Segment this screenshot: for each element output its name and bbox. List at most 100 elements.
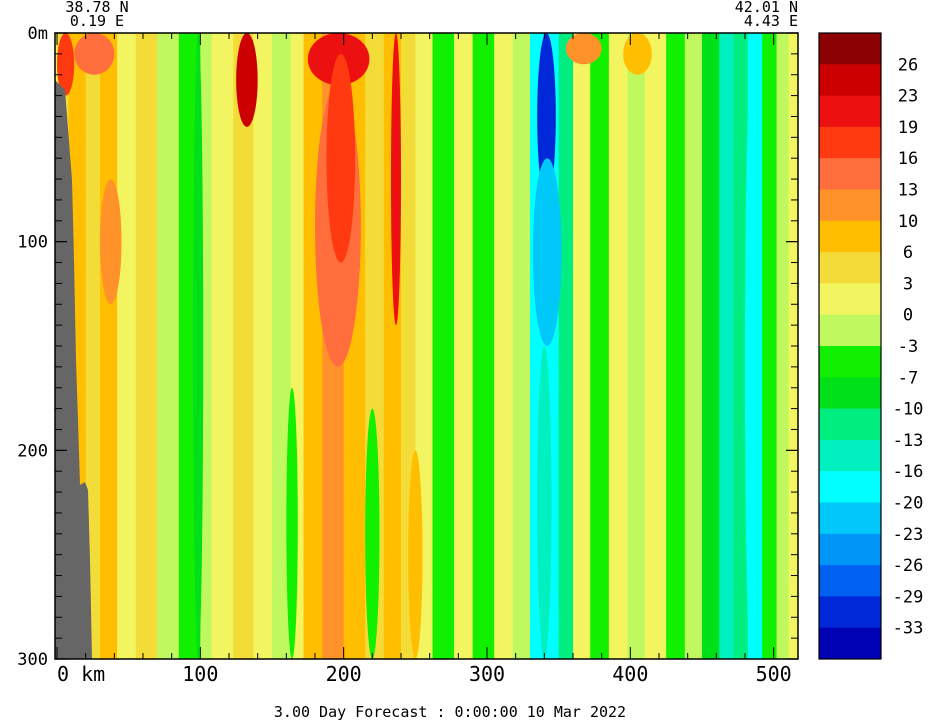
colorbar-swatch — [819, 471, 881, 503]
heatmap-band — [733, 33, 749, 659]
heatmap-feature — [390, 33, 401, 326]
x-tick-label: 100 — [182, 662, 218, 686]
heatmap-band — [573, 33, 591, 659]
colorbar-label: 19 — [898, 118, 918, 138]
heatmap-band — [494, 33, 514, 659]
land-mask — [55, 80, 92, 659]
heatmap-feature — [286, 387, 298, 659]
heatmap-feature — [532, 158, 562, 346]
heatmap-feature — [365, 408, 380, 659]
heatmap-feature — [57, 33, 75, 96]
heatmap-band — [303, 33, 323, 659]
colorbar-label: -10 — [893, 400, 924, 420]
forecast-footer: 3.00 Day Forecast : 0:00:00 10 Mar 2022 — [274, 703, 626, 721]
heatmap-feature — [565, 33, 602, 65]
heatmap-feature — [745, 74, 757, 659]
heatmap-band — [211, 33, 234, 659]
colorbar-swatch — [819, 189, 881, 222]
colorbar-swatch — [819, 220, 881, 253]
colorbar-label: -16 — [893, 462, 924, 482]
heatmap-band — [762, 33, 778, 659]
heatmap-band — [135, 33, 158, 659]
end-lon-label: 4.43 E — [744, 12, 798, 30]
x-axis: 100 200 300 400 500 — [56, 33, 792, 686]
heatmap-band — [157, 33, 180, 659]
heatmap-band — [558, 33, 574, 659]
colorbar-swatch — [819, 126, 881, 159]
colorbar-label: -20 — [893, 494, 924, 514]
heatmap-feature — [100, 179, 122, 305]
colorbar-swatch — [819, 158, 881, 190]
colorbar-swatch — [819, 252, 881, 284]
end-lat-label: 42.01 N — [735, 0, 798, 16]
colorbar-label: -3 — [898, 337, 918, 357]
heatmap-features — [57, 33, 757, 659]
colorbar-swatch — [819, 377, 881, 410]
colorbar-label: -29 — [893, 587, 924, 607]
colorbar-label: 10 — [898, 212, 918, 232]
heatmap-band — [608, 33, 629, 659]
heatmap-feature — [623, 33, 652, 75]
colorbar-swatch — [819, 502, 881, 535]
heatmap-band — [253, 33, 273, 659]
heatmap-band — [512, 33, 531, 659]
x-tick-label: 200 — [326, 662, 362, 686]
y-tick-label: 100 — [17, 233, 48, 253]
colorbar-label: 26 — [898, 55, 918, 75]
colorbar-swatch — [819, 533, 881, 566]
colorbar-label: 6 — [903, 243, 913, 263]
colorbar-swatch — [819, 33, 881, 65]
heatmap-band — [85, 33, 101, 659]
colorbar-frame — [818, 32, 882, 660]
heatmap-feature — [408, 450, 423, 659]
heatmap-feature — [74, 33, 115, 75]
plot-area — [55, 33, 798, 659]
y-axis: 0m 100 200 300 — [17, 24, 798, 670]
heatmap-band — [590, 33, 610, 659]
heatmap-band — [117, 33, 137, 659]
start-lat-label: 38.78 N — [65, 0, 128, 16]
heatmap-feature — [193, 33, 204, 659]
colorbar-swatch — [819, 565, 881, 597]
heatmap-feature — [236, 33, 258, 127]
colorbar-label: -13 — [893, 431, 924, 451]
colorbar-swatch — [819, 346, 881, 378]
y-tick-label: 300 — [17, 650, 48, 670]
colorbar-swatch — [819, 95, 881, 128]
heatmap-feature — [326, 53, 356, 263]
colorbar-label: -7 — [898, 368, 918, 388]
heatmap-band — [644, 33, 667, 659]
colorbar-label: 0 — [903, 306, 913, 326]
colorbar-label: -33 — [893, 619, 924, 639]
colorbar-label: -23 — [893, 525, 924, 545]
x-tick-label: 500 — [756, 662, 792, 686]
heatmap-band — [776, 33, 789, 659]
colorbar-swatch — [819, 596, 881, 629]
heatmap-band — [684, 33, 703, 659]
colorbar-label: 16 — [898, 149, 918, 169]
y-tick-label: 200 — [17, 441, 48, 461]
colorbar-label: 23 — [898, 87, 918, 107]
x-tick-label: 400 — [612, 662, 648, 686]
colorbar-swatch — [819, 439, 881, 472]
heatmap-band — [719, 33, 735, 659]
colorbar-labels: 26 23 19 16 13 10 6 3 0 -3 -7 -10 -13 -16 -20 -23 -26 -29… — [893, 55, 924, 638]
colorbar-swatch — [819, 314, 881, 347]
colorbar-swatch — [819, 64, 881, 97]
colorbar-label: -26 — [893, 556, 924, 576]
colorbar-label: 13 — [898, 181, 918, 201]
heatmap-band — [200, 33, 213, 659]
colorbar-label: 3 — [903, 274, 913, 294]
heatmap-band — [233, 33, 254, 659]
heatmap-feature — [537, 33, 556, 200]
colorbar-swatch — [819, 627, 881, 660]
heatmap-band — [702, 33, 720, 659]
heatmap-feature — [100, 533, 108, 659]
x-start-label: 0 km — [57, 662, 105, 686]
heatmap-bands — [55, 33, 798, 659]
start-lon-label: 0.19 E — [70, 12, 124, 30]
x-tick-label: 300 — [469, 662, 505, 686]
colorbar-swatch — [819, 283, 881, 316]
heatmap-feature — [537, 346, 552, 659]
